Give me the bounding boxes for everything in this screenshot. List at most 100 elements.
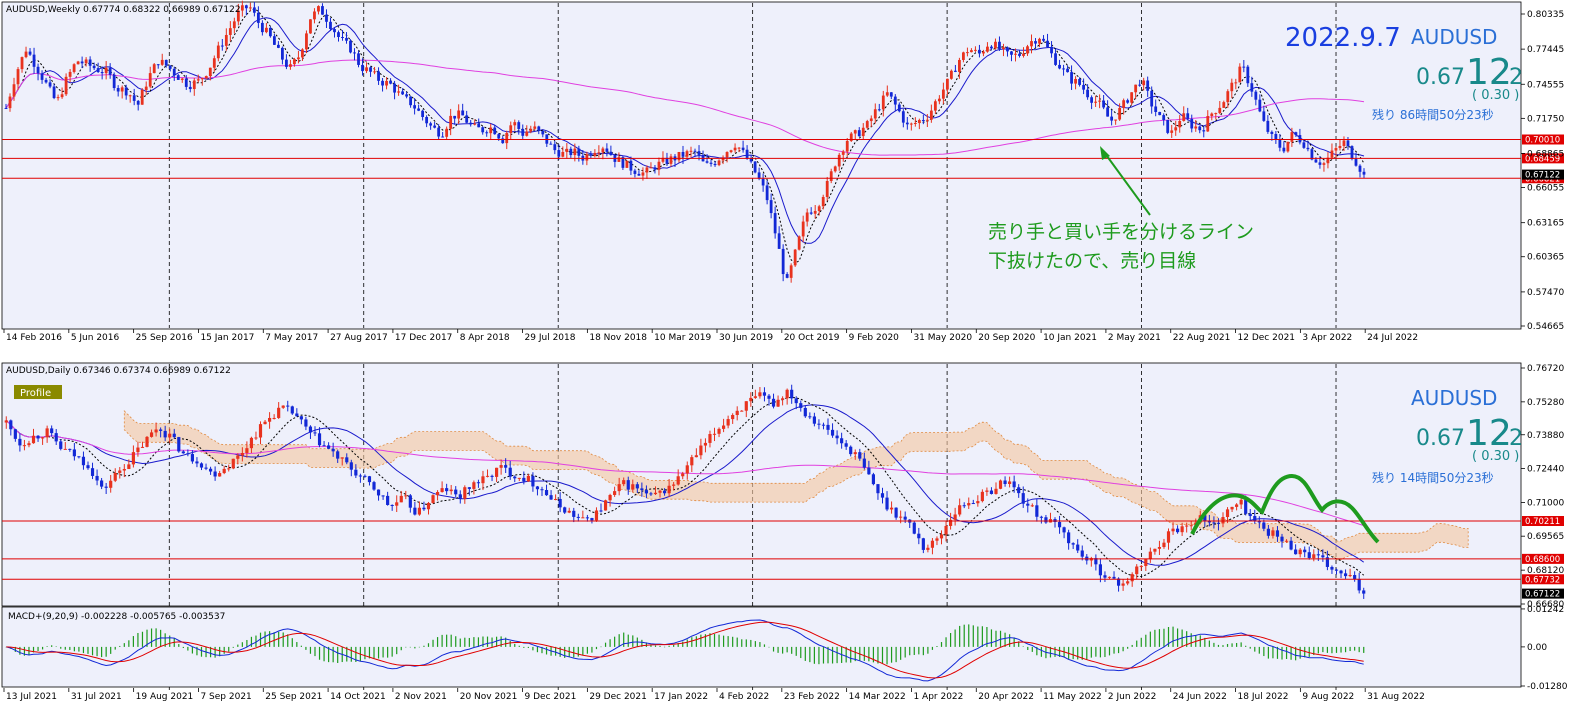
candle-body bbox=[794, 398, 798, 404]
candle-body bbox=[90, 468, 95, 476]
candle-body bbox=[853, 130, 857, 134]
candle-body bbox=[260, 22, 264, 33]
macd-histogram-bar bbox=[700, 634, 702, 647]
macd-histogram-bar bbox=[228, 646, 230, 652]
candle-body bbox=[909, 123, 913, 125]
candle-body bbox=[1286, 141, 1290, 152]
candle-body bbox=[1358, 165, 1362, 172]
candle-body bbox=[1202, 130, 1206, 132]
candle-body bbox=[1154, 106, 1158, 112]
candle-body bbox=[1314, 159, 1318, 163]
candle-body bbox=[96, 68, 100, 73]
candle-body bbox=[517, 122, 521, 129]
candle-body bbox=[1170, 130, 1174, 133]
y-tick-label: 0.69565 bbox=[1527, 532, 1564, 542]
candle-body bbox=[336, 451, 340, 459]
candle-body bbox=[769, 200, 773, 214]
candle-body bbox=[353, 52, 356, 54]
candle-body bbox=[1278, 140, 1282, 148]
candle-body bbox=[373, 71, 376, 73]
macd-histogram-bar bbox=[1281, 646, 1283, 660]
candle-body bbox=[974, 49, 977, 51]
candle-body bbox=[553, 144, 557, 151]
candle-body bbox=[248, 7, 252, 9]
macd-histogram-bar bbox=[555, 646, 557, 656]
macd-histogram-bar bbox=[614, 636, 616, 647]
candle-body bbox=[1118, 107, 1122, 120]
candle-body bbox=[1018, 53, 1021, 56]
candle-body bbox=[853, 452, 857, 455]
macd-histogram-bar bbox=[818, 646, 820, 665]
candle-body bbox=[367, 476, 372, 483]
candle-body bbox=[190, 454, 194, 462]
candle-body bbox=[140, 89, 144, 105]
candle-body bbox=[27, 443, 31, 446]
candle-body bbox=[472, 482, 476, 489]
macd-histogram-bar bbox=[732, 636, 734, 647]
x-tick-label: 17 Dec 2017 bbox=[395, 333, 453, 343]
macd-y-tick-label: -0.01280 bbox=[1527, 682, 1568, 692]
candle-body bbox=[1034, 41, 1037, 44]
candle-body bbox=[136, 447, 140, 453]
macd-histogram-bar bbox=[1245, 645, 1247, 647]
macd-histogram-bar bbox=[949, 632, 952, 647]
candle-body bbox=[159, 429, 163, 431]
profile-button[interactable] bbox=[14, 385, 62, 399]
macd-histogram-bar bbox=[854, 646, 856, 662]
macd-histogram-bar bbox=[101, 646, 103, 658]
candle-body bbox=[18, 438, 22, 446]
macd-line bbox=[6, 619, 1364, 682]
candle-body bbox=[626, 480, 630, 490]
macd-histogram-bar bbox=[1163, 628, 1165, 647]
candle-body bbox=[431, 495, 435, 503]
x-tick-label: 20 Nov 2021 bbox=[460, 692, 518, 702]
candle-body bbox=[372, 482, 376, 490]
candle-body bbox=[100, 480, 104, 487]
candle-body bbox=[637, 173, 641, 176]
candle-body bbox=[1290, 132, 1294, 142]
macd-histogram-bar bbox=[718, 634, 720, 647]
macd-histogram-bar bbox=[91, 646, 94, 656]
candle-body bbox=[1310, 149, 1314, 160]
macd-histogram-bar bbox=[1167, 627, 1170, 647]
candle-body bbox=[1362, 171, 1366, 175]
candle-body bbox=[521, 128, 525, 136]
macd-histogram-bar bbox=[1186, 631, 1188, 647]
macd-histogram-bar bbox=[772, 646, 775, 652]
candle-body bbox=[608, 494, 612, 501]
daily-chart-panel[interactable]: 0.70211 0.68600 0.67732 0.67122 0.76720 0.75… bbox=[1, 362, 1564, 690]
macd-histogram-bar bbox=[877, 646, 879, 664]
candle-body bbox=[144, 86, 148, 90]
macd-panel[interactable]: 0.01242 0.00 -0.01280 MACD+(9,20,9) -0.002… bbox=[1, 605, 1568, 692]
macd-histogram-bar bbox=[673, 645, 675, 647]
x-tick-label: 3 Apr 2022 bbox=[1302, 333, 1352, 343]
macd-histogram-bar bbox=[436, 637, 439, 647]
macd-histogram-bar bbox=[96, 646, 98, 657]
macd-histogram-bar bbox=[137, 632, 139, 647]
head-and-shoulders-drawing bbox=[1190, 473, 1380, 544]
candle-body bbox=[481, 127, 485, 133]
candle-body bbox=[285, 59, 288, 67]
candle-body bbox=[1157, 547, 1162, 549]
candle-body bbox=[1234, 82, 1238, 84]
x-tick-label: 14 Feb 2016 bbox=[6, 333, 62, 343]
candle-body bbox=[1253, 516, 1257, 521]
macd-y-tick-label: 0.00 bbox=[1527, 643, 1547, 653]
candle-body bbox=[72, 64, 76, 72]
candle-body bbox=[304, 419, 308, 427]
candle-body bbox=[926, 547, 930, 550]
level-price-tag bbox=[1522, 553, 1564, 564]
candle-body bbox=[966, 52, 969, 54]
macd-histogram-bar bbox=[55, 646, 57, 648]
x-tick-label: 14 Mar 2022 bbox=[849, 692, 906, 702]
macd-histogram-bar bbox=[527, 646, 529, 648]
candle-body bbox=[268, 27, 272, 37]
candle-body bbox=[649, 167, 653, 169]
candle-body bbox=[829, 171, 833, 181]
candle-body bbox=[305, 33, 308, 50]
macd-histogram-bar bbox=[232, 646, 234, 648]
candle-body bbox=[1178, 120, 1182, 128]
macd-histogram-bar bbox=[1136, 640, 1138, 647]
